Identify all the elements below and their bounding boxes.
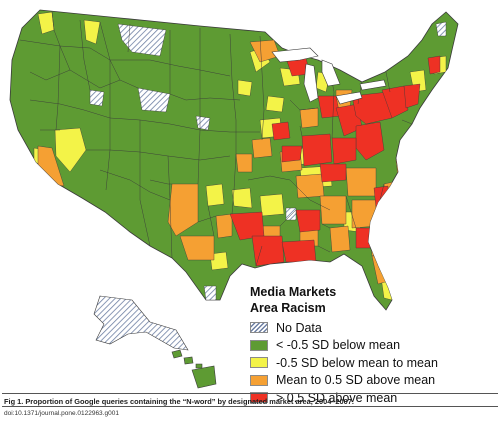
legend-label-above: > 0.5 SD above mean: [276, 390, 398, 405]
legend-item-highmid: Mean to 0.5 SD above mean: [250, 372, 495, 390]
market-boundaries: [19, 11, 413, 267]
legend-item-no-data: No Data: [250, 319, 495, 337]
caption-rule-bottom: [2, 406, 498, 407]
legend-item-above: > 0.5 SD above mean: [250, 389, 495, 407]
figure-doi: doi:10.1371/journal.pone.0122963.g001: [4, 410, 119, 417]
legend-label-below: < -0.5 SD below mean: [276, 338, 401, 353]
legend-item-lowmid: -0.5 SD below mean to mean: [250, 354, 495, 372]
legend-label-no-data: No Data: [276, 320, 322, 335]
contiguous-us: [9, 9, 459, 311]
caption-rule-top: [2, 393, 498, 394]
great-lakes: [271, 47, 387, 105]
legend-title-line2: Area Racism: [250, 301, 326, 315]
red-markets: [229, 55, 441, 267]
legend-swatch-lowmid: [250, 357, 268, 369]
no-data-markets: [89, 21, 447, 301]
legend-label-lowmid: -0.5 SD below mean to mean: [276, 355, 438, 370]
alaska: [93, 295, 189, 351]
legend-title-line1: Media Markets: [250, 285, 337, 299]
us-dma-map: [9, 9, 459, 389]
figure-caption: Fig 1. Proportion of Google queries cont…: [4, 397, 354, 406]
legend-label-highmid: Mean to 0.5 SD above mean: [276, 373, 436, 388]
legend-item-below: < -0.5 SD below mean: [250, 337, 495, 355]
hawaii: [171, 349, 217, 389]
legend-swatch-highmid: [250, 374, 268, 386]
legend-swatch-above: [250, 392, 268, 404]
legend-swatch-no-data: [250, 322, 268, 334]
legend-swatch-below: [250, 339, 268, 351]
legend: Media Markets Area Racism No Data < -0.5…: [250, 284, 495, 407]
